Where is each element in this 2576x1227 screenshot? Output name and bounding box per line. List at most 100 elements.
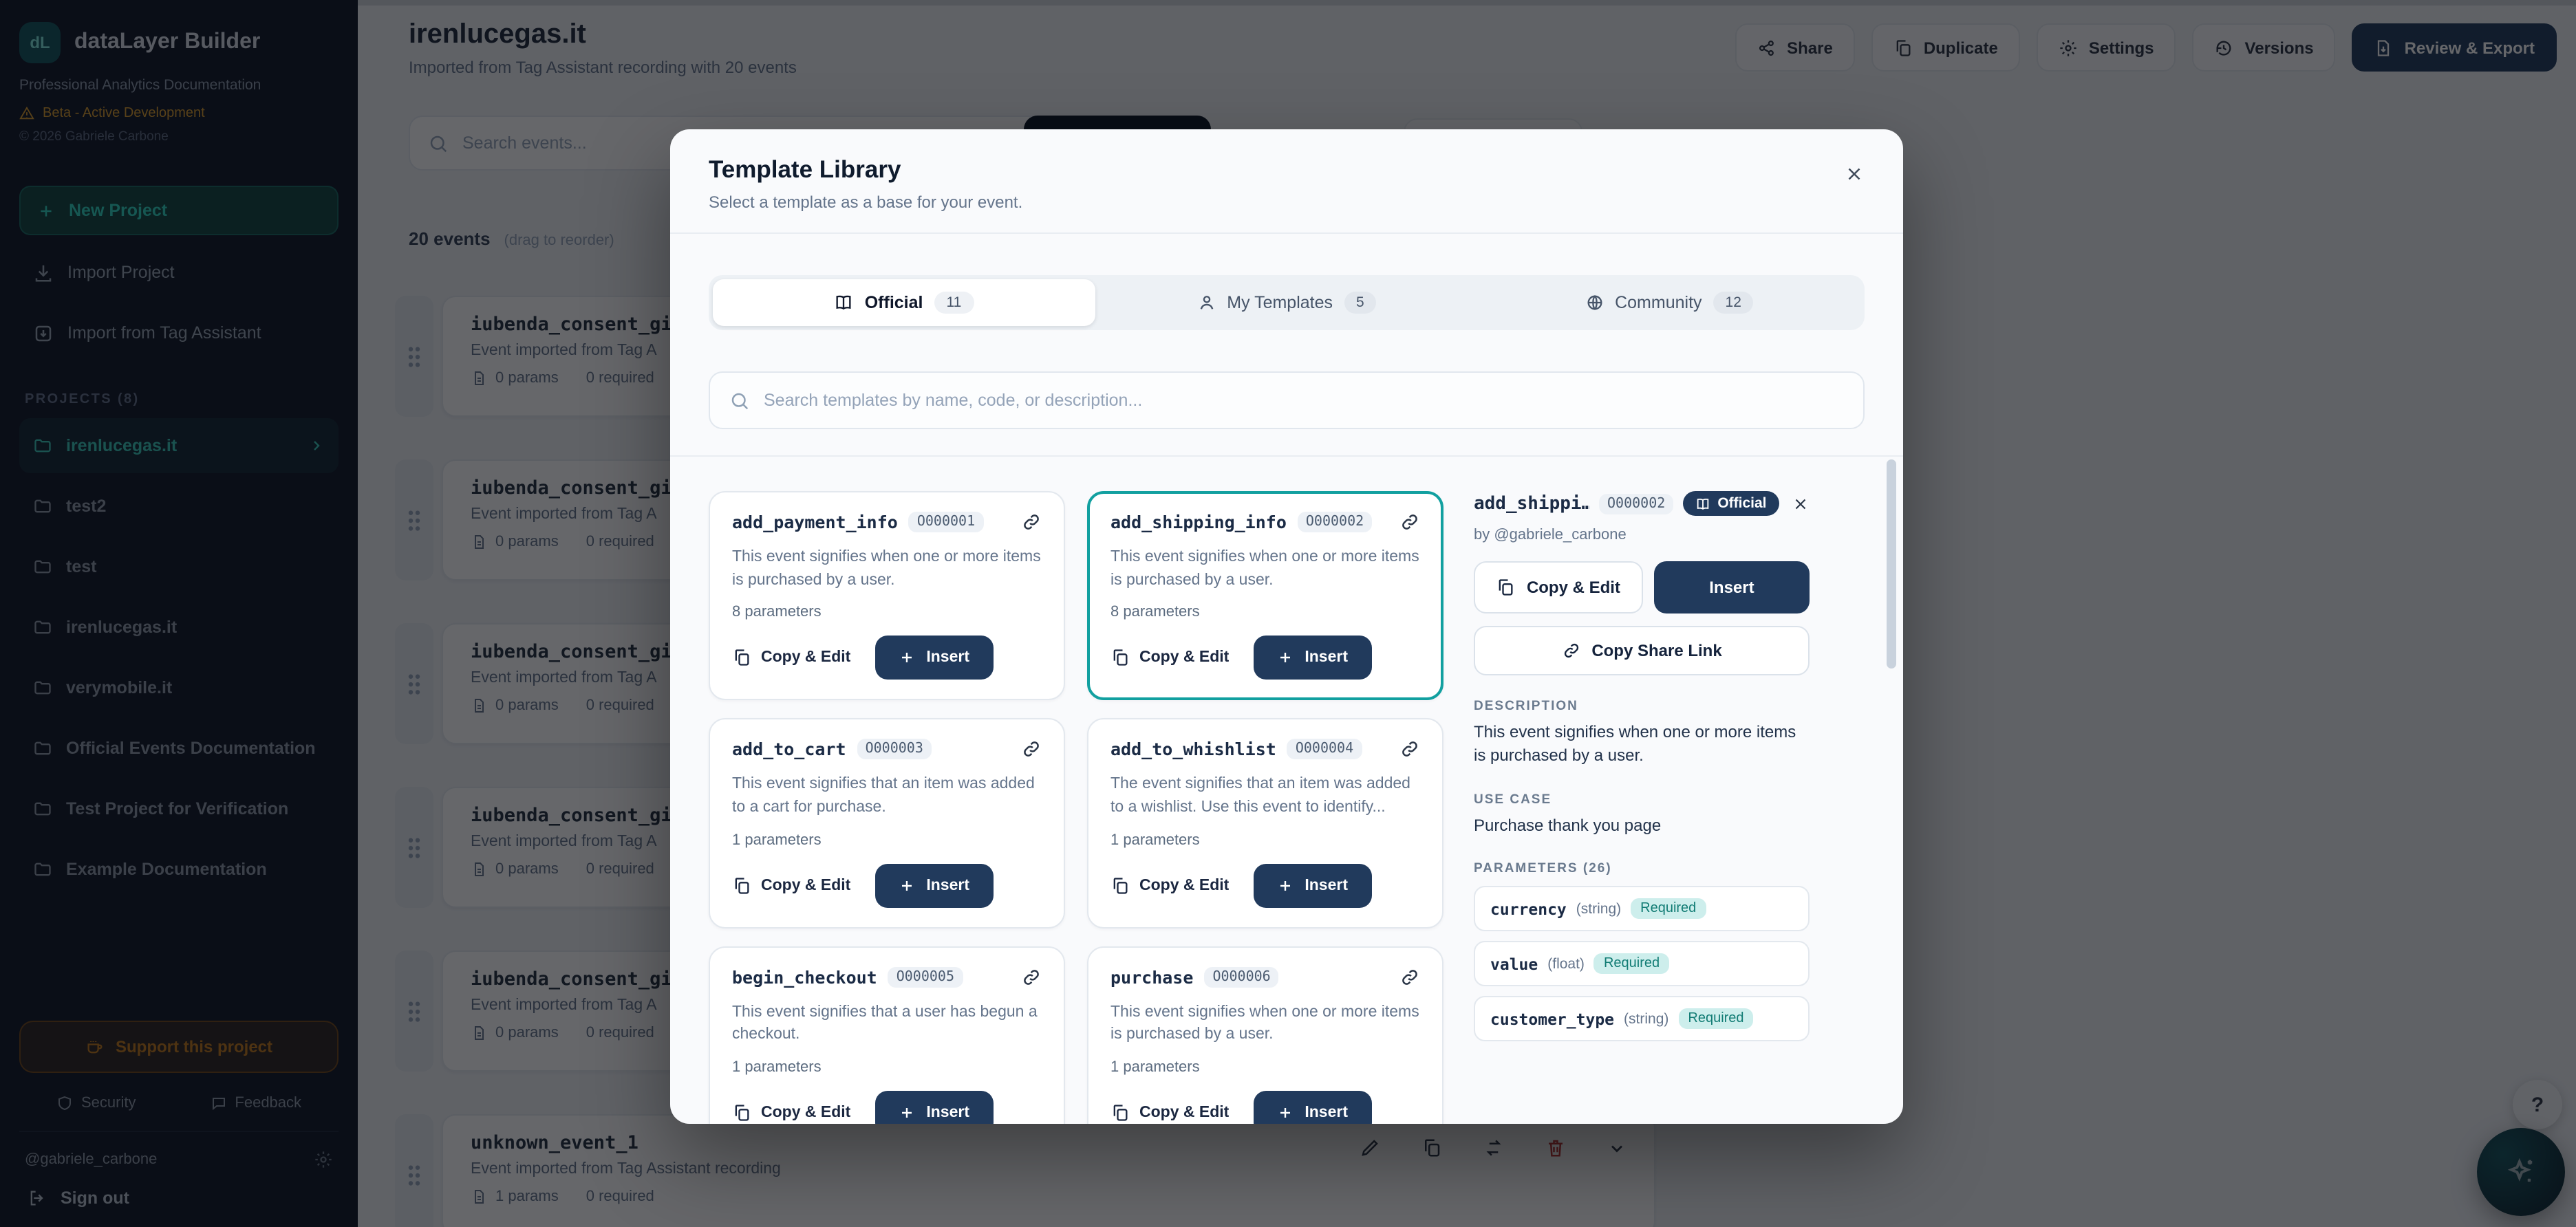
template-code: O000006: [1204, 966, 1279, 988]
template-name: add_to_cart: [732, 739, 846, 760]
copy-edit-button[interactable]: Copy & Edit: [732, 867, 861, 903]
link-icon[interactable]: [1021, 966, 1042, 987]
parameters-label: PARAMETERS (26): [1474, 861, 1612, 877]
copy-share-link-button[interactable]: Copy Share Link: [1474, 626, 1810, 675]
template-card-add-to-whishlist[interactable]: add_to_whishlist O000004 The event signi…: [1087, 718, 1443, 929]
detail-template-code: O000002: [1599, 493, 1674, 514]
template-params: 1 parameters: [732, 832, 822, 849]
use-case-label: USE CASE: [1474, 792, 1552, 807]
insert-button[interactable]: Insert: [875, 863, 993, 908]
template-name: begin_checkout: [732, 966, 877, 988]
close-icon: [1848, 168, 1860, 180]
tab-official[interactable]: Official 11: [713, 279, 1095, 326]
template-name: purchase: [1110, 966, 1194, 988]
detail-copy-edit-label: Copy & Edit: [1526, 578, 1620, 597]
insert-label: Insert: [926, 649, 969, 666]
copy-icon: [735, 877, 749, 894]
link-icon[interactable]: [1021, 739, 1042, 760]
insert-label: Insert: [1305, 649, 1348, 666]
template-description: This event signifies when one or more it…: [732, 549, 1041, 589]
use-case-text: Purchase thank you page: [1474, 815, 1662, 835]
template-name: add_to_whishlist: [1110, 739, 1276, 760]
tab-official-label: Official: [864, 293, 923, 312]
insert-button[interactable]: Insert: [1254, 636, 1371, 680]
template-code: O000001: [908, 512, 984, 532]
template-search-input[interactable]: [764, 391, 1844, 410]
modal-scrollbar[interactable]: [1887, 459, 1896, 669]
copy-edit-label: Copy & Edit: [1139, 649, 1230, 666]
plus-icon: [1280, 880, 1291, 891]
official-badge: Official: [1683, 491, 1779, 516]
insert-button[interactable]: Insert: [875, 636, 993, 680]
template-card-add-shipping-info[interactable]: add_shipping_info O000002 This event sig…: [1087, 491, 1443, 701]
tab-community-count: 12: [1713, 292, 1754, 314]
template-name: add_payment_info: [732, 512, 898, 532]
tab-community[interactable]: Community 12: [1478, 279, 1860, 326]
template-params: 8 parameters: [1110, 604, 1200, 621]
tab-community-label: Community: [1615, 293, 1702, 312]
copy-edit-label: Copy & Edit: [761, 1105, 851, 1122]
required-badge: Required: [1631, 898, 1706, 920]
parameter-row-customer-type: customer_type (string) Required: [1474, 996, 1810, 1042]
modal-divider: [670, 455, 1903, 457]
description-text: This event signifies when one or more it…: [1474, 722, 1796, 765]
copy-icon: [735, 650, 749, 666]
tab-my-templates[interactable]: My Templates 5: [1095, 279, 1478, 326]
link-icon[interactable]: [1399, 739, 1420, 760]
template-code: O000003: [857, 739, 932, 760]
template-params: 1 parameters: [1110, 832, 1200, 849]
template-description: This event signifies when one or more it…: [1110, 1003, 1419, 1043]
parameter-name: value: [1490, 954, 1538, 974]
copy-edit-button[interactable]: Copy & Edit: [732, 1095, 861, 1124]
template-grid: add_payment_info O000001 This event sign…: [709, 491, 1443, 1124]
required-badge: Required: [1678, 1008, 1754, 1030]
template-card-add-payment-info[interactable]: add_payment_info O000001 This event sign…: [709, 491, 1065, 701]
template-description: This event signifies that a user has beg…: [732, 1003, 1038, 1043]
copy-edit-label: Copy & Edit: [761, 877, 851, 894]
link-icon: [1564, 643, 1578, 658]
plus-icon: [902, 653, 912, 663]
template-detail-panel: add_shippi… O000002 Official by @gabriel…: [1474, 491, 1810, 1124]
copy-edit-button[interactable]: Copy & Edit: [1110, 640, 1240, 676]
detail-insert-button[interactable]: Insert: [1653, 561, 1810, 614]
person-icon: [1199, 296, 1213, 310]
template-card-purchase[interactable]: purchase O000006 This event signifies wh…: [1087, 946, 1443, 1124]
link-icon[interactable]: [1021, 512, 1042, 532]
insert-button[interactable]: Insert: [1254, 863, 1371, 908]
modal-content: add_payment_info O000001 This event sign…: [670, 457, 1903, 1124]
detail-close-icon[interactable]: [1792, 495, 1810, 512]
detail-insert-label: Insert: [1709, 578, 1754, 597]
book-icon: [1697, 497, 1709, 510]
copy-edit-button[interactable]: Copy & Edit: [1110, 1095, 1240, 1124]
copy-icon: [1113, 650, 1128, 666]
modal-close-button[interactable]: [1838, 158, 1870, 190]
parameter-type: (float): [1547, 955, 1585, 973]
detail-copy-edit-button[interactable]: Copy & Edit: [1474, 561, 1643, 614]
template-card-begin-checkout[interactable]: begin_checkout O000005 This event signif…: [709, 946, 1065, 1124]
copy-edit-button[interactable]: Copy & Edit: [732, 640, 861, 676]
book-icon: [837, 295, 852, 310]
template-library-modal: Template Library Select a template as a …: [670, 129, 1903, 1124]
insert-label: Insert: [1305, 877, 1348, 894]
description-label: DESCRIPTION: [1474, 699, 1578, 714]
link-icon[interactable]: [1399, 512, 1420, 532]
template-card-add-to-cart[interactable]: add_to_cart O000003 This event signifies…: [709, 718, 1065, 929]
link-icon[interactable]: [1399, 966, 1420, 987]
insert-label: Insert: [926, 877, 969, 894]
parameter-row-value: value (float) Required: [1474, 941, 1810, 987]
tab-my-templates-label: My Templates: [1227, 293, 1333, 312]
copy-edit-label: Copy & Edit: [1139, 1105, 1230, 1122]
insert-button[interactable]: Insert: [1254, 1091, 1371, 1124]
modal-subtitle: Select a template as a base for your eve…: [709, 193, 1023, 212]
parameter-row-currency: currency (string) Required: [1474, 886, 1810, 932]
template-description: This event signifies that an item was ad…: [732, 776, 1035, 816]
parameter-name: customer_type: [1490, 1009, 1615, 1029]
copy-icon: [735, 1105, 749, 1121]
modal-header: Template Library Select a template as a …: [670, 129, 1903, 234]
detail-template-name: add_shippi…: [1474, 493, 1589, 514]
insert-button[interactable]: Insert: [875, 1091, 993, 1124]
plus-icon: [902, 1108, 912, 1118]
copy-edit-button[interactable]: Copy & Edit: [1110, 867, 1240, 903]
plus-icon: [902, 880, 912, 891]
